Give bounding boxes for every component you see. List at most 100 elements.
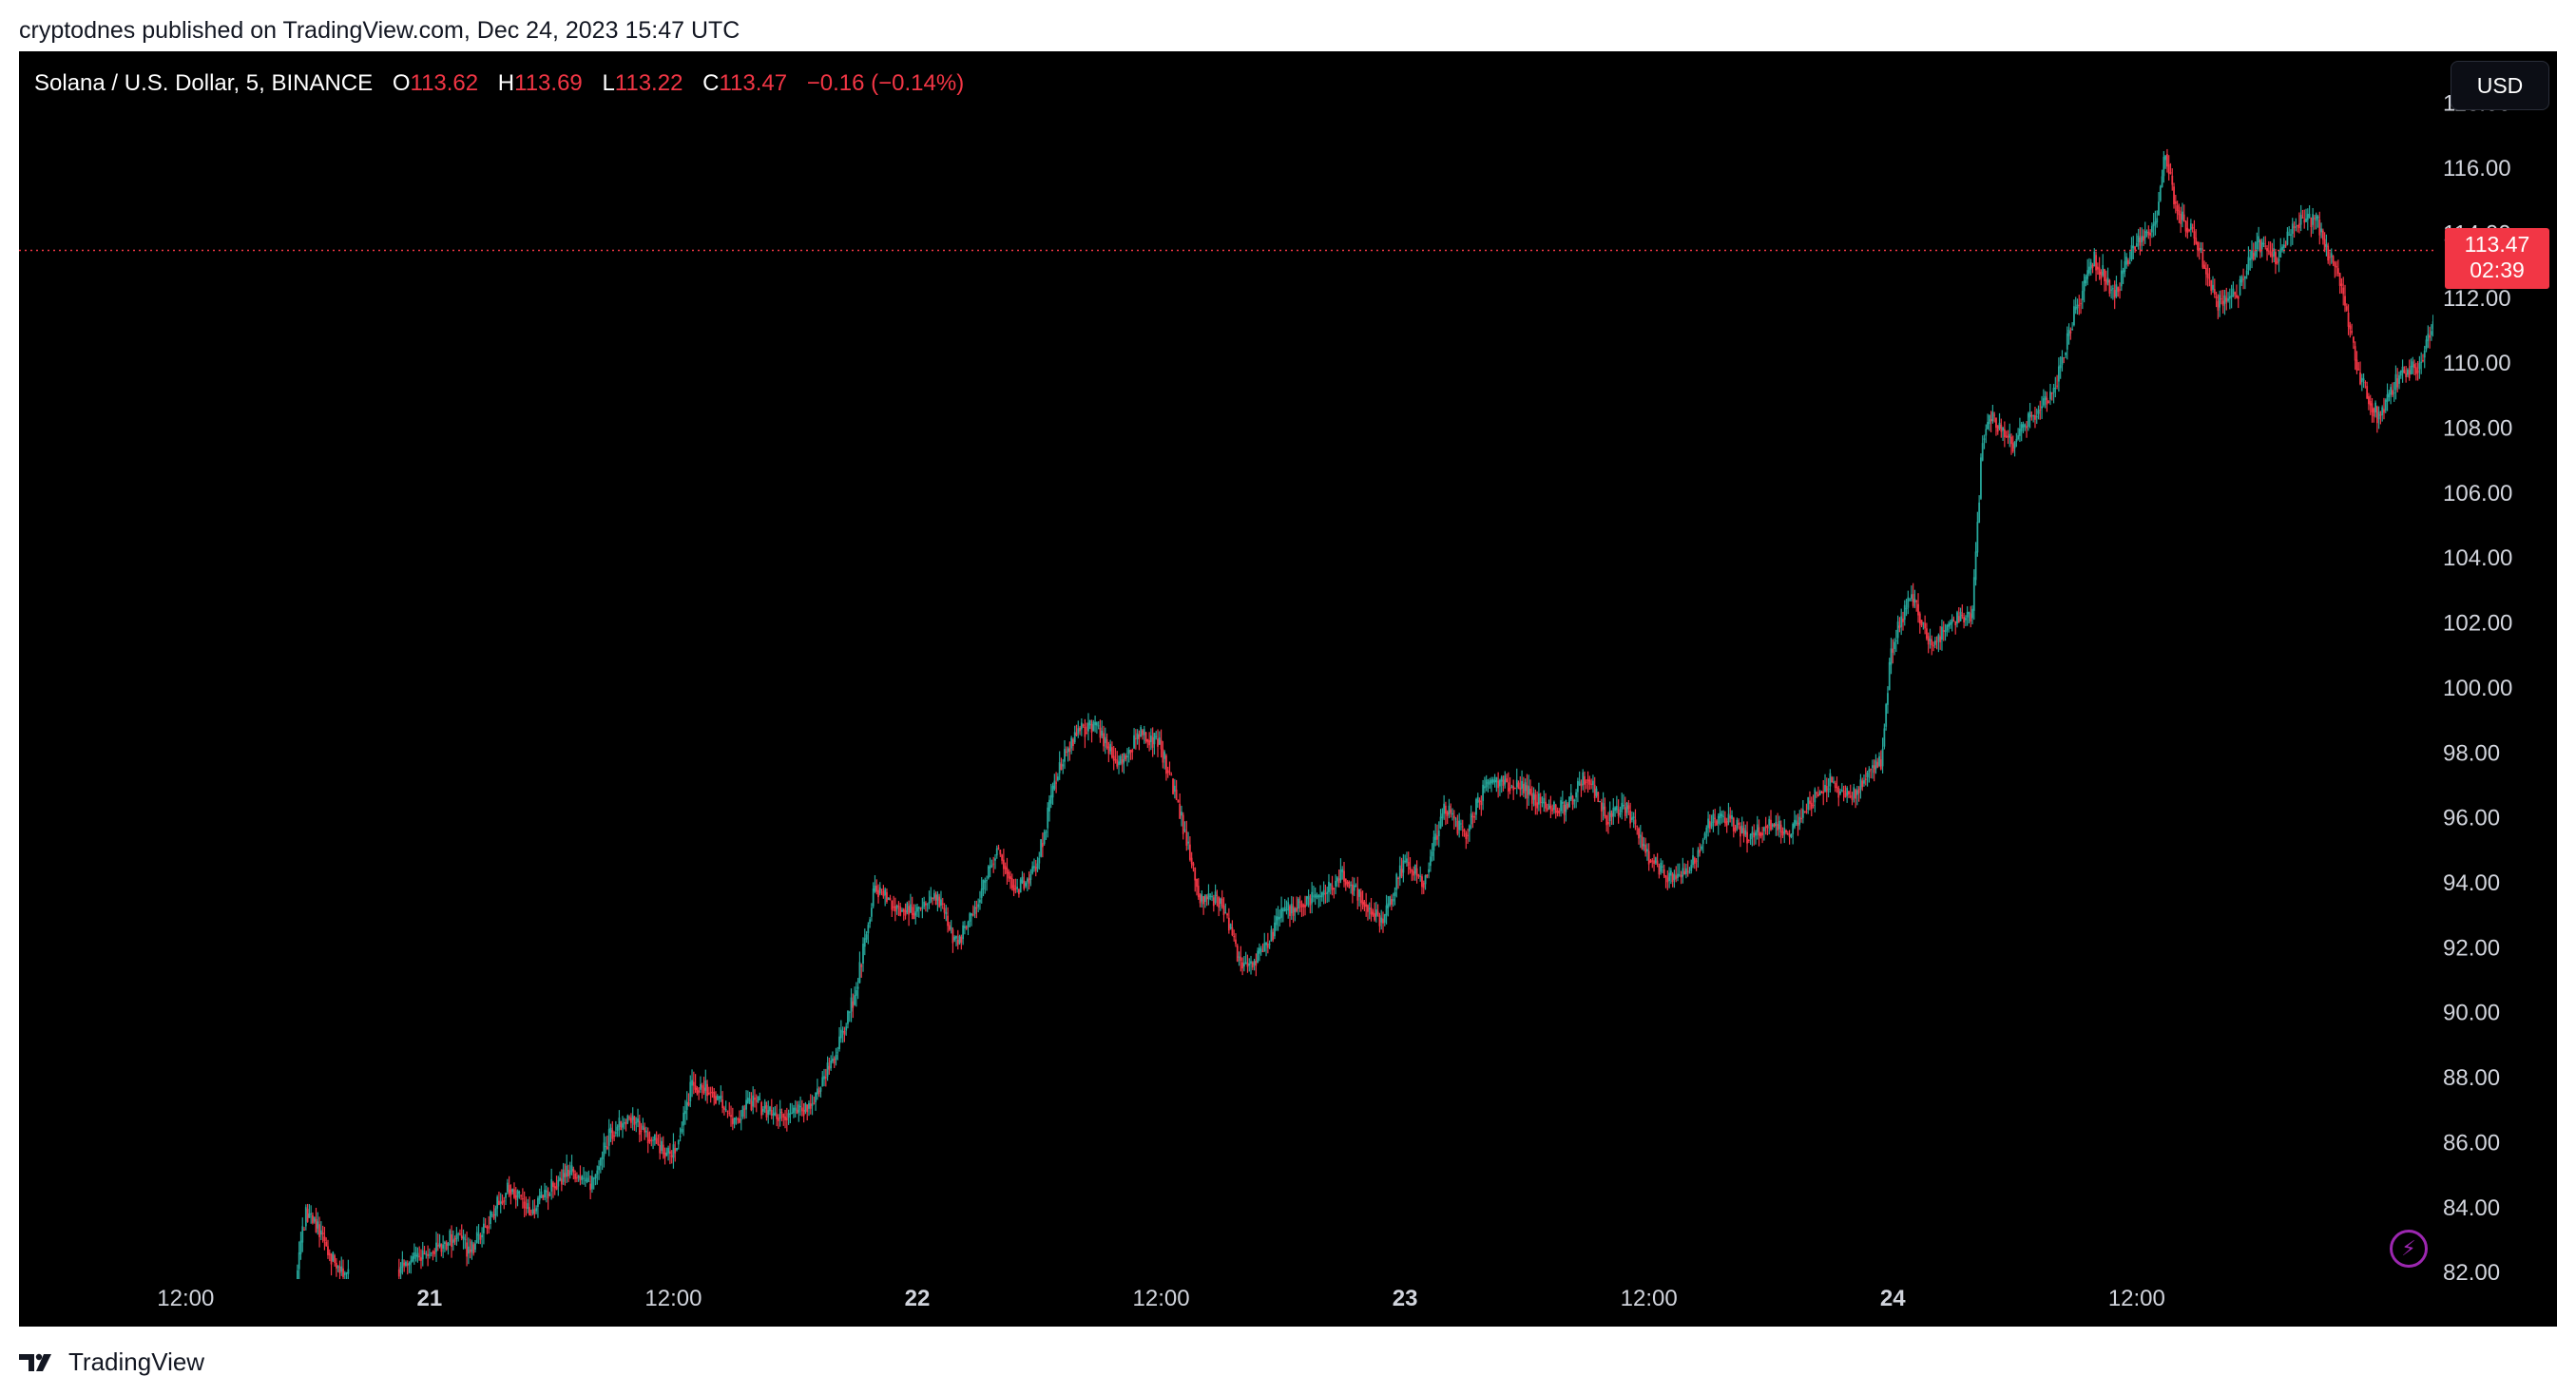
candle-body <box>1021 876 1024 884</box>
candle-body <box>614 1132 617 1134</box>
candle-body <box>542 1194 545 1198</box>
candle-body <box>1446 812 1449 816</box>
candle-body <box>893 906 894 908</box>
candle-body <box>2071 329 2074 331</box>
candle-body <box>1734 827 1737 831</box>
candle-body <box>584 1179 586 1181</box>
candle-body <box>2347 313 2350 327</box>
candlestick-chart[interactable]: 118.00116.00114.00112.00110.00108.00106.… <box>19 51 2557 1327</box>
candle-body <box>2295 226 2297 228</box>
symbol-name[interactable]: Solana / U.S. Dollar, 5, BINANCE <box>34 70 374 96</box>
close-value: 113.47 <box>719 70 788 96</box>
candle-body <box>2030 415 2033 417</box>
candle-body <box>793 1107 795 1114</box>
candle-body <box>1358 889 1360 897</box>
candle-body <box>444 1242 446 1244</box>
candle-body <box>1717 815 1720 824</box>
candle-body <box>2432 321 2433 330</box>
candle-body <box>1242 963 1245 967</box>
symbol-legend[interactable]: Solana / U.S. Dollar, 5, BINANCE O113.62… <box>34 70 964 97</box>
candle-body <box>2223 295 2226 304</box>
candle-body <box>1012 885 1015 891</box>
candle-body <box>1590 783 1593 785</box>
candle-body <box>1624 807 1626 816</box>
candle-body <box>1543 797 1546 804</box>
candle-body <box>1643 844 1645 847</box>
y-tick-label: 106.00 <box>2443 481 2512 506</box>
candle-body <box>1985 429 1988 436</box>
candle-body <box>2288 235 2291 237</box>
candle-body <box>1656 860 1659 865</box>
candle-body <box>813 1102 816 1104</box>
candle-body <box>1933 640 1936 645</box>
candle-body <box>1827 788 1830 790</box>
candle-body <box>1690 865 1693 871</box>
candle-body <box>1202 896 1205 905</box>
candle-body <box>527 1203 529 1209</box>
candle-body <box>2086 270 2089 279</box>
candle-body <box>1725 821 1728 826</box>
candle-body <box>1870 769 1873 771</box>
candle-body <box>2203 264 2206 269</box>
y-tick-label: 98.00 <box>2443 740 2500 766</box>
candle-body <box>1833 781 1835 783</box>
candle-body <box>791 1112 794 1115</box>
candle-body <box>1417 874 1420 877</box>
candle-body <box>1738 822 1740 826</box>
candle-body <box>1668 872 1670 882</box>
candle-body <box>2297 223 2300 229</box>
candle-body <box>2127 259 2129 265</box>
candle-body <box>2427 334 2430 341</box>
candle-body <box>2240 277 2243 283</box>
candle-body <box>1216 894 1219 896</box>
candle-body <box>955 935 957 939</box>
candle-body <box>785 1118 788 1120</box>
candle-body <box>752 1095 755 1107</box>
candle-body <box>911 907 913 915</box>
candle-body <box>2354 346 2356 361</box>
candle-body <box>716 1095 719 1100</box>
candle-body <box>1367 905 1369 912</box>
candle-body <box>1483 786 1486 789</box>
candle-body <box>345 1272 348 1274</box>
candle-body <box>511 1189 514 1193</box>
candle-body <box>936 893 939 901</box>
currency-button[interactable]: USD <box>2451 61 2549 110</box>
footer-brand: TradingView <box>68 1347 205 1376</box>
candle-body <box>2377 411 2380 420</box>
candle-body <box>1662 866 1663 868</box>
candle-body <box>1314 893 1317 898</box>
candle-body <box>1905 607 1908 609</box>
candle-body <box>1517 782 1520 789</box>
candle-body <box>1558 811 1561 814</box>
candle-body <box>1478 799 1481 802</box>
candle-body <box>1196 878 1198 888</box>
candle-body <box>1376 911 1379 915</box>
candle-body <box>1116 759 1119 767</box>
candle-body <box>1383 914 1386 923</box>
candle-body <box>460 1235 463 1238</box>
candle-body <box>648 1139 651 1142</box>
candle-body <box>867 925 870 934</box>
candle-body <box>871 908 873 917</box>
candle-body <box>1296 908 1298 911</box>
candle-body <box>1187 841 1189 844</box>
chart-frame[interactable]: 118.00116.00114.00112.00110.00108.00106.… <box>19 51 2557 1327</box>
candle-body <box>2316 216 2319 219</box>
candle-body <box>308 1213 311 1218</box>
candle-body <box>2396 378 2399 388</box>
candle-body <box>475 1232 478 1243</box>
candle-body <box>2120 270 2123 287</box>
candle-body <box>984 880 987 883</box>
candle-body <box>427 1253 430 1256</box>
candle-body <box>306 1209 309 1222</box>
candle-body <box>1274 922 1276 937</box>
candle-body <box>1285 908 1288 910</box>
candle-body <box>819 1087 822 1092</box>
candle-body <box>694 1085 697 1090</box>
candle-body <box>553 1186 556 1189</box>
lightning-icon[interactable]: ⚡ <box>2390 1230 2428 1268</box>
candle-body <box>1275 916 1278 926</box>
candle-body <box>297 1270 298 1279</box>
candle-body <box>916 907 918 912</box>
